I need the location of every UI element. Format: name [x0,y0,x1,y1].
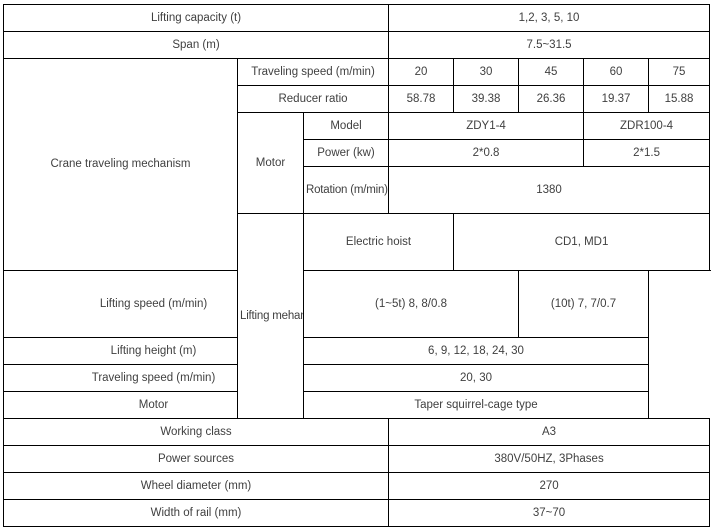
reducer-ratio-label: Reducer ratio [236,85,390,113]
lifting-capacity-label: Lifting capacity (t) [2,4,390,32]
table-row-width-of-rail: Width of rail (mm) 37~70 [2,499,711,527]
power-sources-label: Power sources [2,445,390,473]
span-value: 7.5~31.5 [388,31,711,59]
width-of-rail-value: 37~70 [388,499,711,527]
lifting-capacity-value: 1,2, 3, 5, 10 [388,4,711,32]
motor-rotation-label: Rotation (m/min) [302,166,390,214]
width-of-rail-label: Width of rail (mm) [2,499,390,527]
reducer-ratio-value-5: 15.88 [648,85,711,113]
crane-specification-table: Lifting capacity (t) 1,2, 3, 5, 10 Span … [2,4,711,527]
motor-rotation-value: 1380 [388,166,711,214]
table-row-motor-rotation: Rotation (m/min) 1380 [4,166,711,214]
trolley-traveling-speed-label: Traveling speed (m/min) [3,364,304,392]
motor-power-value-left: 2*0.8 [388,139,585,167]
table-row-lifting-height: Lifting height (m) 6, 9, 12, 18, 24, 30 [3,337,710,365]
wheel-diameter-label: Wheel diameter (mm) [2,472,390,500]
traveling-speed-value-5: 75 [648,58,711,86]
crane-traveling-mechanism-label: Crane traveling mechanism [3,58,238,271]
motor-model-label: Model [302,112,390,140]
reducer-ratio-value-2: 39.38 [453,85,520,113]
working-class-label: Working class [2,418,390,446]
span-label: Span (m) [2,31,390,59]
table-row-lifting-speed: Lifting speed (m/min) (1~5t) 8, 8/0.8 (1… [3,270,710,338]
traveling-speed-value-1: 20 [388,58,455,86]
reducer-ratio-value-1: 58.78 [388,85,455,113]
working-class-value: A3 [388,418,711,446]
reducer-ratio-value-4: 19.37 [583,85,650,113]
table-row-span: Span (m) 7.5~31.5 [2,31,711,59]
table-row-lifting-capacity: Lifting capacity (t) 1,2, 3, 5, 10 [2,4,711,32]
crane-traveling-speed-label: Traveling speed (m/min) [236,58,390,86]
table-row-working-class: Working class A3 [2,418,711,446]
table-row-motor-power: Power (kw) 2*0.8 2*1.5 [4,139,711,167]
table-row-motor-model: Motor Model ZDY1-4 ZDR100-4 [4,112,711,214]
motor-power-label: Power (kw) [302,139,390,167]
traveling-speed-value-2: 30 [453,58,520,86]
traveling-speed-value-3: 45 [518,58,585,86]
electric-hoist-value: CD1, MD1 [453,213,711,271]
motor-model-value-left: ZDY1-4 [388,112,585,140]
motor-model-value-right: ZDR100-4 [583,112,711,140]
table-row-power-sources: Power sources 380V/50HZ, 3Phases [2,445,711,473]
lifting-height-value: 6, 9, 12, 18, 24, 30 [302,337,650,365]
lifting-speed-label: Lifting speed (m/min) [3,270,304,338]
crane-motor-label: Motor [237,112,304,214]
motor-power-value-right: 2*1.5 [583,139,711,167]
trolley-motor-value: Taper squirrel-cage type [302,391,650,419]
reducer-ratio-value-3: 26.36 [518,85,585,113]
electric-hoist-label: Electric hoist [302,213,455,271]
power-sources-value: 380V/50HZ, 3Phases [388,445,711,473]
lifting-speed-value-left: (1~5t) 8, 8/0.8 [302,270,520,338]
table-row-trolley-motor: Motor Taper squirrel-cage type [3,391,710,419]
wheel-diameter-value: 270 [388,472,711,500]
table-row-trolley-traveling-speed: Traveling speed (m/min) 20, 30 [3,364,710,392]
lifting-speed-value-right: (10t) 7, 7/0.7 [518,270,650,338]
traveling-speed-value-4: 60 [583,58,650,86]
lifting-height-label: Lifting height (m) [3,337,304,365]
table-row-traveling-speed: Crane traveling mechanism Traveling spee… [3,58,711,271]
trolley-motor-label: Motor [3,391,304,419]
trolley-traveling-speed-value: 20, 30 [302,364,650,392]
table-row-reducer-ratio: Reducer ratio 58.78 39.38 26.36 19.37 15… [4,85,711,113]
table-row-wheel-diameter: Wheel diameter (mm) 270 [2,472,711,500]
